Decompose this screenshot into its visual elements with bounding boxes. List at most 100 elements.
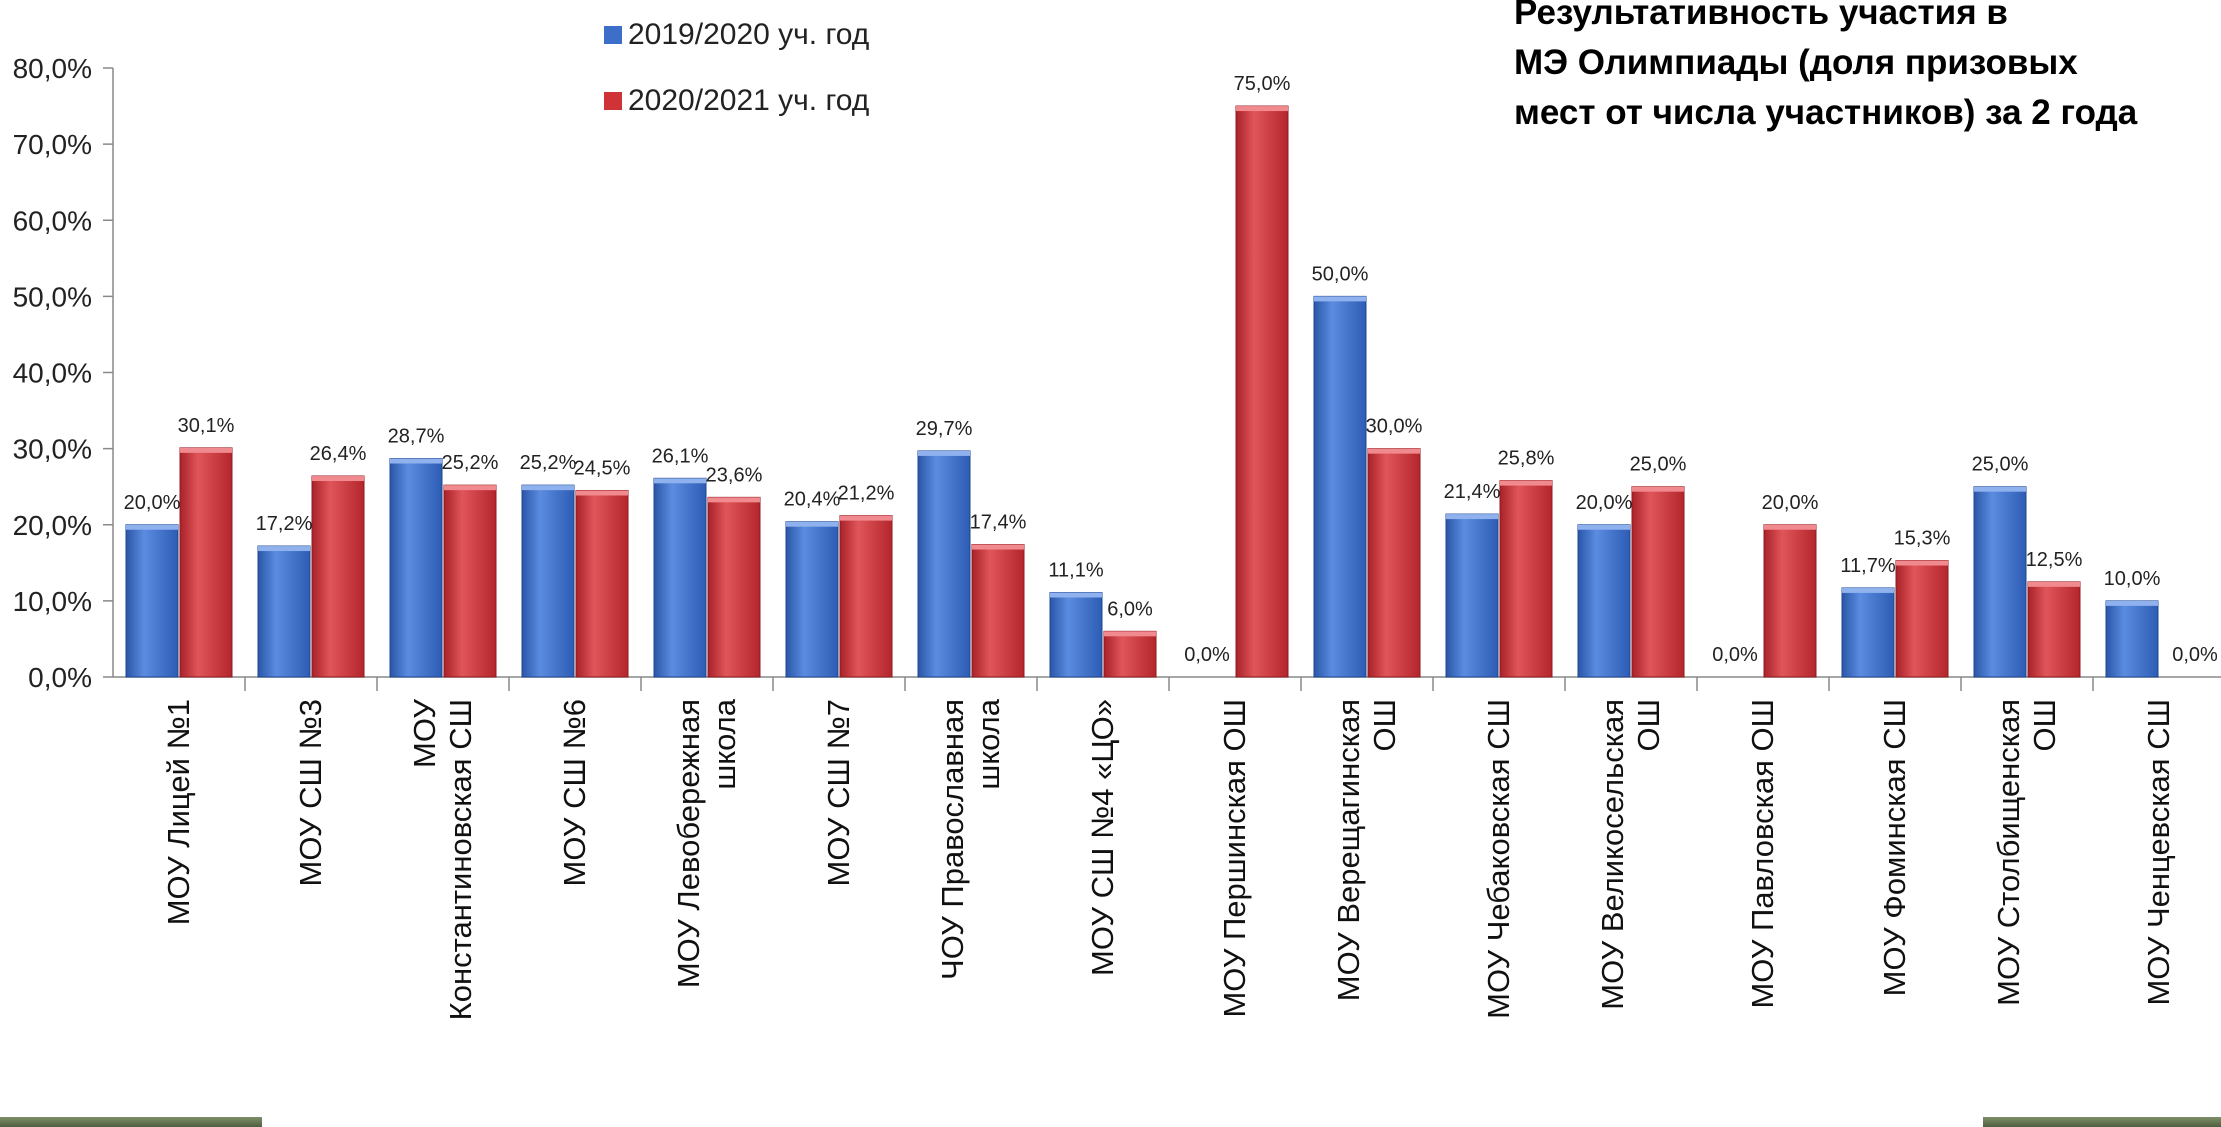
bar [1841,587,1895,678]
bar [389,458,443,678]
bar-top [1314,296,1366,302]
data-label: 21,2% [838,483,895,505]
bar-top [126,524,178,530]
data-label: 6,0% [1107,598,1153,620]
bar [257,545,311,678]
bar [1049,592,1103,678]
category-label: МОУ Лицей №1 [161,699,196,925]
data-label: 23,6% [706,464,763,486]
bar-top [918,450,970,456]
bar-top [654,478,706,484]
bar-top [840,515,892,521]
bar-top [522,485,574,491]
footer-decor-right [1983,1117,2221,1127]
bar [1895,560,1949,678]
data-label: 0,0% [1184,644,1230,666]
bar-top [1104,631,1156,637]
bar-top [1050,592,1102,598]
bar [1499,480,1553,678]
data-label: 26,1% [652,445,709,467]
bar-top [1578,524,1630,530]
bar-top [708,497,760,503]
bar [443,484,497,678]
bar [311,475,365,678]
bar [1313,295,1367,678]
bar [1973,486,2027,678]
bar-top [444,485,496,491]
category-label: школа [707,698,742,789]
data-label: 10,0% [2104,568,2161,590]
data-label: 20,0% [1762,492,1819,514]
data-label: 30,1% [178,415,235,437]
legend-label: 2019/2020 уч. год [628,18,870,51]
category-label: ОШ [2027,699,2062,752]
chart-title-line: МЭ Олимпиады (доля призовых [1514,43,2078,82]
data-label: 17,2% [256,513,313,535]
category-label: МОУ Левобережная [671,699,706,988]
bar [125,524,179,678]
y-tick-label: 80,0% [13,53,92,84]
bar-top [2106,600,2158,606]
chart-title-line: мест от числа участников) за 2 года [1514,93,2138,132]
y-tick-label: 70,0% [13,129,92,160]
bar-top [2028,581,2080,587]
category-label: МОУ Павловская ОШ [1745,699,1780,1009]
bar [575,489,629,678]
data-label: 17,4% [970,512,1027,534]
y-tick-label: 40,0% [13,358,92,389]
bar [1445,513,1499,678]
bar-top [1368,448,1420,454]
legend-swatch [604,92,622,110]
bar-top [576,490,628,496]
y-tick-label: 60,0% [13,205,92,236]
category-label: Константиновская СШ [443,699,478,1020]
data-label: 11,7% [1840,555,1895,577]
chart-title: Результативность участия в МЭ Олимпиады … [1514,0,2221,138]
bar [1763,524,1817,678]
bar-top [258,546,310,552]
y-tick-label: 30,0% [13,434,92,465]
bar [653,477,707,678]
bar [971,544,1025,678]
category-label: школа [971,698,1006,789]
bar [1577,524,1631,678]
data-label: 25,0% [1630,454,1687,476]
data-label: 0,0% [2172,644,2218,666]
category-label: МОУ СШ №3 [293,699,328,886]
category-label: МОУ Чебаковская СШ [1481,699,1516,1019]
data-label: 0,0% [1712,644,1758,666]
data-label: 26,4% [310,443,367,465]
bar-top [1446,514,1498,520]
data-label: 21,4% [1444,481,1501,503]
bar-top [312,476,364,482]
category-label: МОУ Верещагинская [1331,699,1366,1001]
bar [839,515,893,678]
legend-label: 2020/2021 уч. год [628,84,870,117]
bar-top [1896,560,1948,566]
data-label: 15,3% [1894,528,1951,550]
y-tick-label: 20,0% [13,510,92,541]
category-label: МОУ Ченцевская СШ [2141,699,2176,1006]
data-label: 20,0% [124,492,181,514]
bar-top [972,544,1024,550]
bar [1103,630,1157,678]
y-tick-label: 0,0% [28,662,92,693]
bar [707,496,761,678]
category-label: МОУ Столбищенская [1991,699,2026,1006]
bar [521,484,575,678]
category-label: ОШ [1367,699,1402,752]
legend-item-2020-2021: 2020/2021 уч. год [604,68,869,134]
category-label: МОУ Великосельская [1595,699,1630,1010]
bar [2105,600,2159,678]
bar-top [180,447,232,453]
legend-swatch [604,26,622,44]
bar-top [1764,524,1816,530]
bar [1631,486,1685,678]
legend-item-2019-2020: 2019/2020 уч. год [604,2,869,68]
data-label: 25,2% [520,452,577,474]
data-label: 25,0% [1972,454,2029,476]
category-label: ОШ [1631,699,1666,752]
data-label: 50,0% [1312,263,1369,285]
bar-top [786,521,838,527]
category-label: МОУ СШ №7 [821,699,856,886]
